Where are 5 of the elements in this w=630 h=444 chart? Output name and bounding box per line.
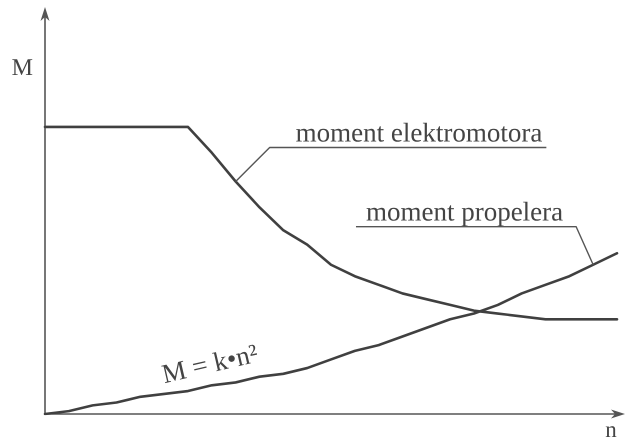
annotation: M = k•n²	[159, 338, 261, 390]
series-label: moment propelera	[366, 196, 564, 227]
y-axis-title: M	[12, 55, 33, 81]
text: moment elektromotora	[296, 117, 542, 148]
x-axis-title: n	[605, 417, 618, 442]
